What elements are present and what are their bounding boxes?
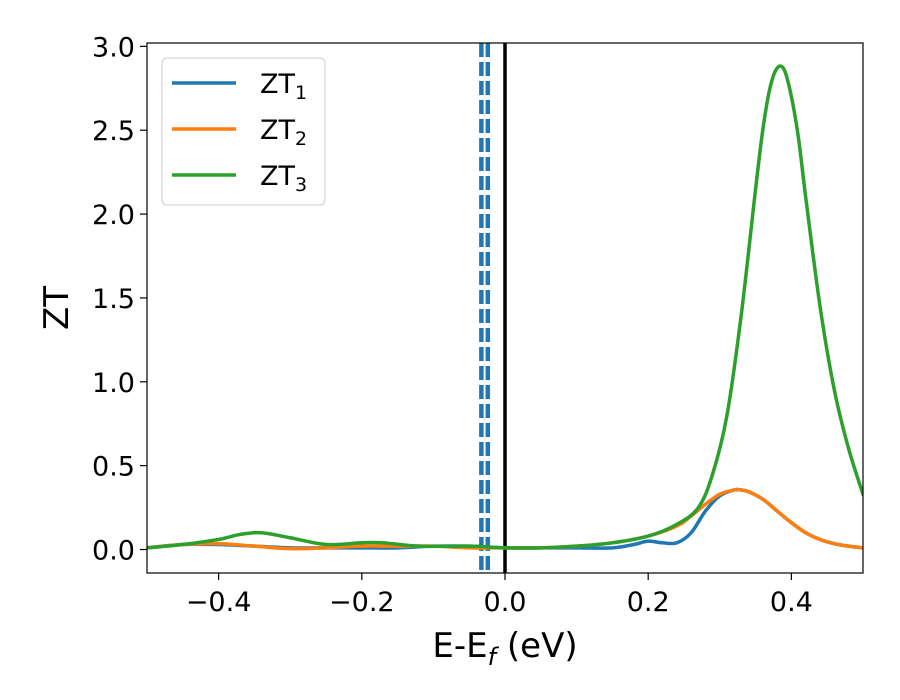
x-tick-label: −0.2 [329, 587, 395, 618]
vertical-lines [479, 43, 507, 573]
x-tick-label: 0.0 [484, 587, 527, 618]
x-tick-label: −0.4 [186, 587, 252, 618]
x-tick-label: 0.4 [770, 587, 813, 618]
legend-label-zt3: ZT3 [260, 161, 307, 196]
legend: ZT1 ZT2 ZT3 [161, 57, 326, 206]
x-tick-label: 0.2 [627, 587, 670, 618]
y-tick-label: 1.0 [92, 368, 135, 399]
y-tick-label: 3.0 [92, 32, 135, 63]
x-axis-label-unit: (eV) [496, 626, 578, 666]
y-tick-label: 0.0 [92, 536, 135, 567]
x-axis-ticks: −0.4 −0.2 0.0 0.2 0.4 [186, 573, 813, 618]
series-line-zt3 [147, 64, 863, 550]
series-lines [147, 64, 863, 551]
legend-box [161, 57, 326, 206]
y-tick-label: 1.5 [92, 284, 135, 315]
legend-label-zt1: ZT1 [260, 69, 307, 104]
y-axis-label: ZT [37, 286, 77, 330]
y-tick-label: 2.0 [92, 200, 135, 231]
plot-area [146, 42, 864, 574]
y-tick-label: 2.5 [92, 116, 135, 147]
legend-label-zt2: ZT2 [260, 115, 307, 150]
x-axis-label: E-Ef (eV) [432, 626, 577, 671]
y-axis-ticks: 0.0 0.5 1.0 1.5 2.0 2.5 3.0 [92, 32, 147, 567]
x-axis-label-main: E-E [432, 626, 487, 666]
y-tick-label: 0.5 [92, 452, 135, 483]
